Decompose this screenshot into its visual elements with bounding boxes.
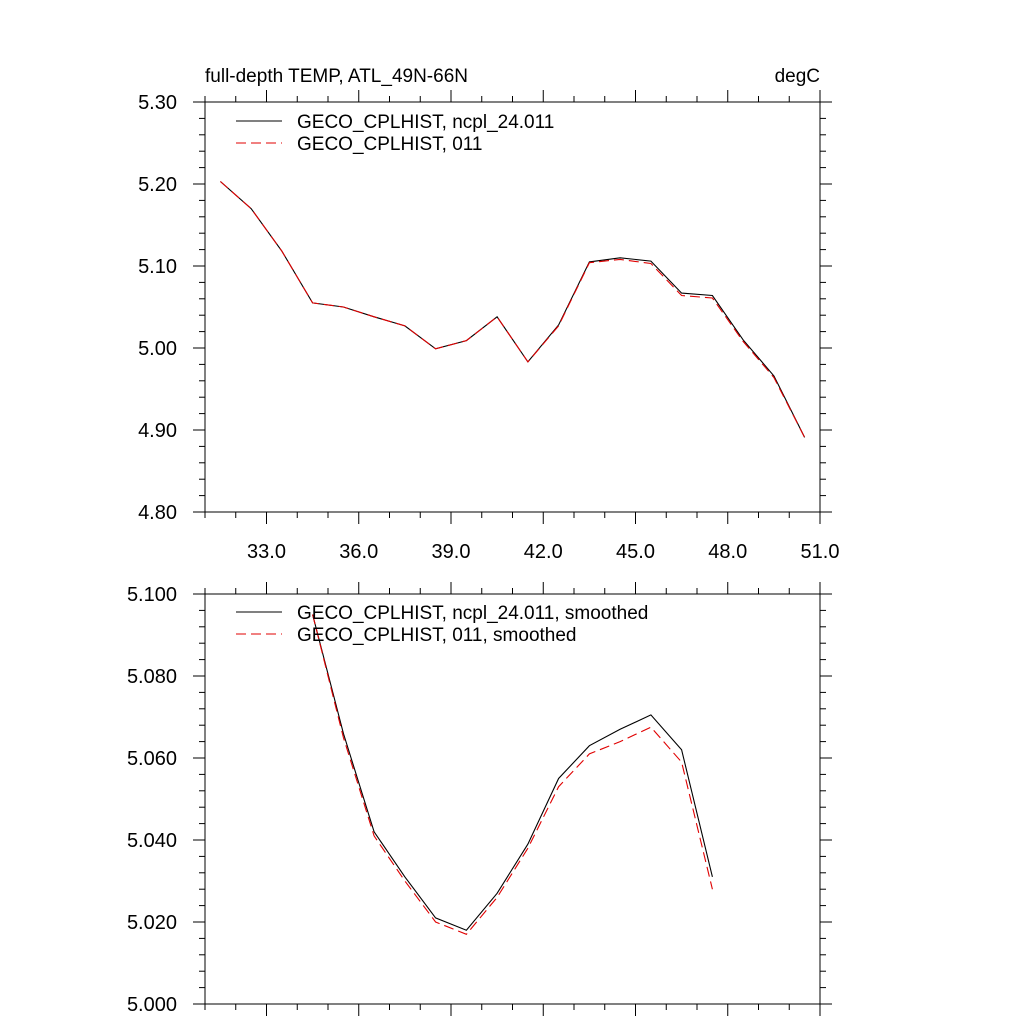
y-tick-label: 5.060	[127, 748, 177, 770]
bottom-series-lines	[312, 614, 713, 935]
top-legend: GECO_CPLHIST, ncpl_24.011 GECO_CPLHIST, …	[236, 112, 554, 155]
x-tick-label: 39.0	[432, 541, 471, 563]
x-tick-label: 48.0	[708, 541, 747, 563]
bottom-axis-ticks	[193, 582, 832, 1016]
bottom-plot-frame	[204, 593, 821, 1005]
x-tick-label: 36.0	[339, 541, 378, 563]
y-tick-label: 5.100	[127, 584, 177, 606]
bottom-legend-label-2: GECO_CPLHIST, 011, smoothed	[297, 625, 577, 646]
top-axis-ticks	[193, 90, 832, 524]
series-line-1	[220, 181, 806, 438]
bottom-panel: 5.000 5.020 5.040 5.060 5.080 5.100 GECO_CPLH…	[127, 582, 832, 1016]
y-tick-label: 5.20	[138, 174, 177, 196]
top-panel-title: full-depth TEMP, ATL_49N-66N	[205, 66, 468, 87]
top-panel: full-depth TEMP, ATL_49N-66N degC 4.804.…	[138, 66, 839, 563]
top-x-tick-labels: 33.0 36.0 39.0 42.0 45.0 48.0 51.0	[247, 541, 839, 563]
y-tick-label: 5.00	[138, 338, 177, 360]
x-tick-label: 33.0	[247, 541, 286, 563]
y-tick-label: 4.80	[138, 502, 177, 524]
x-tick-label: 51.0	[801, 541, 840, 563]
y-tick-label: 5.040	[127, 830, 177, 852]
series-line-2	[312, 614, 713, 935]
x-tick-label: 45.0	[616, 541, 655, 563]
y-tick-label: 5.080	[127, 666, 177, 688]
bottom-legend: GECO_CPLHIST, ncpl_24.011, smoothed GECO…	[236, 603, 648, 646]
series-line-1	[312, 614, 713, 931]
bottom-y-tick-labels: 5.000 5.020 5.040 5.060 5.080 5.100	[127, 584, 177, 1016]
y-tick-label: 5.10	[138, 256, 177, 278]
y-tick-label: 4.90	[138, 420, 177, 442]
series-line-2	[220, 181, 806, 438]
top-legend-label-1: GECO_CPLHIST, ncpl_24.011	[297, 112, 554, 133]
x-tick-label: 42.0	[524, 541, 563, 563]
y-tick-label: 5.000	[127, 994, 177, 1016]
top-y-tick-labels: 4.80 4.90 5.00 5.10 5.20 5.30	[138, 92, 177, 524]
top-panel-units: degC	[775, 66, 820, 87]
y-tick-label: 5.020	[127, 912, 177, 934]
top-plot-frame	[204, 101, 821, 513]
top-series-lines	[220, 181, 806, 438]
bottom-legend-label-1: GECO_CPLHIST, ncpl_24.011, smoothed	[297, 603, 648, 624]
y-tick-label: 5.30	[138, 92, 177, 114]
top-legend-label-2: GECO_CPLHIST, 011	[297, 134, 483, 155]
